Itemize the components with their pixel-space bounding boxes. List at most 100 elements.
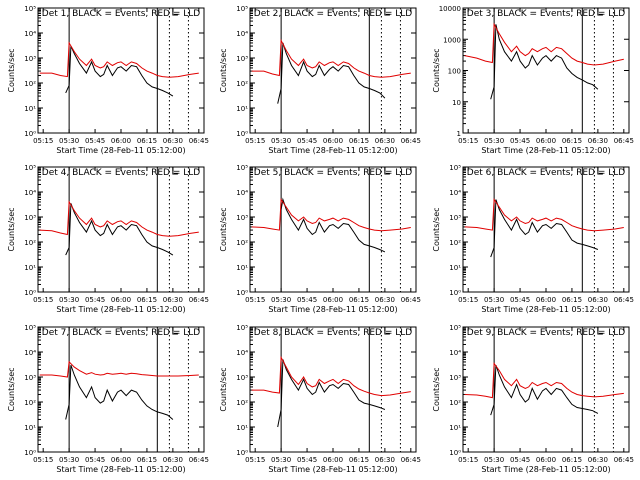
x-tick-label: 06:00: [323, 137, 343, 145]
y-tick-label: 10⁴: [24, 189, 36, 197]
y-tick-label: 1000: [443, 36, 461, 44]
y-axis-label: Counts/sec: [432, 48, 441, 92]
y-axis-label: Counts/sec: [7, 367, 16, 411]
x-tick-label: 05:30: [59, 296, 79, 304]
x-tick-label: 06:45: [614, 137, 634, 145]
y-tick-label: 10⁰: [24, 130, 36, 138]
y-axis-label: Counts/sec: [7, 48, 16, 92]
x-tick-label: 05:15: [458, 137, 478, 145]
y-tick-label: 100: [448, 68, 461, 76]
y-tick-label: 10⁰: [24, 289, 36, 297]
y-tick-label: 10²: [236, 80, 248, 88]
x-tick-label: 05:15: [33, 296, 53, 304]
x-tick-label: 06:00: [536, 137, 556, 145]
panel-title: Det 4, BLACK = Events, RED = LLD: [42, 168, 201, 178]
y-tick-label: 10⁵: [449, 164, 461, 172]
bracket-marker: [597, 167, 603, 175]
panel-title: Det 3, BLACK = Events, RED = LLD: [467, 9, 626, 19]
x-tick-label: 06:45: [614, 296, 634, 304]
x-tick-label: 06:00: [536, 456, 556, 464]
x-tick-label: 06:30: [163, 456, 183, 464]
x-tick-label: 06:15: [137, 137, 157, 145]
panel-title: Det 7, BLACK = Events, RED = LLD: [42, 328, 201, 338]
detector-panel-9: Det 9, BLACK = Events, RED = LLD 05:15 05:…: [432, 324, 634, 474]
x-tick-label: 05:30: [484, 137, 504, 145]
detector-panel-1: Det 1, BLACK = Events, RED = LLD 05:15 05:…: [7, 5, 209, 155]
y-tick-label: 10³: [24, 55, 36, 63]
x-tick-label: 06:30: [588, 296, 608, 304]
x-tick-label: 06:15: [562, 296, 582, 304]
x-tick-label: 06:30: [163, 137, 183, 145]
x-axis-label: Start Time (28-Feb-11 05:12:00): [56, 305, 185, 314]
bracket-marker: [384, 8, 390, 16]
y-tick-label: 10⁵: [236, 164, 248, 172]
detector-panel-6: Det 6, BLACK = Events, RED = LLD 05:15 05:…: [432, 164, 634, 314]
x-tick-label: 06:45: [401, 296, 421, 304]
y-tick-label: 10⁵: [24, 164, 36, 172]
y-tick-label: 10⁵: [236, 324, 248, 332]
x-axis-label: Start Time (28-Feb-11 05:12:00): [56, 146, 185, 155]
series-line-events: [65, 364, 174, 420]
x-tick-label: 05:45: [510, 296, 530, 304]
detector-panel-7: Det 7, BLACK = Events, RED = LLD 05:15 05:…: [7, 324, 209, 474]
y-tick-label: 10⁰: [24, 449, 36, 457]
y-tick-label: 10²: [449, 239, 461, 247]
x-tick-label: 05:15: [245, 137, 265, 145]
series-line-lld: [464, 361, 624, 399]
x-tick-label: 06:15: [562, 137, 582, 145]
series-line-events: [490, 24, 599, 100]
x-tick-label: 05:30: [271, 456, 291, 464]
x-tick-label: 06:15: [562, 456, 582, 464]
y-tick-label: 10³: [236, 55, 248, 63]
bracket-marker: [172, 167, 178, 175]
y-tick-label: 10000: [439, 5, 461, 13]
plot-frame: [462, 326, 630, 453]
x-tick-label: 05:15: [245, 456, 265, 464]
series-line-lld: [251, 198, 411, 232]
y-tick-label: 10³: [449, 374, 461, 382]
x-tick-label: 06:00: [323, 296, 343, 304]
y-tick-label: 10⁵: [449, 324, 461, 332]
y-tick-label: 10²: [24, 80, 36, 88]
plot-frame: [37, 326, 205, 453]
y-tick-label: 10³: [236, 374, 248, 382]
panel-title: Det 9, BLACK = Events, RED = LLD: [467, 328, 626, 338]
x-tick-label: 05:15: [458, 456, 478, 464]
x-tick-label: 06:15: [137, 456, 157, 464]
x-tick-label: 05:30: [484, 296, 504, 304]
panel-title: Det 5, BLACK = Events, RED = LLD: [254, 168, 413, 178]
y-axis-label: Counts/sec: [219, 367, 228, 411]
y-axis-label: Counts/sec: [219, 207, 228, 251]
y-tick-label: 10¹: [449, 424, 461, 432]
x-tick-label: 06:45: [614, 456, 634, 464]
y-tick-label: 10²: [449, 399, 461, 407]
x-tick-label: 06:45: [401, 456, 421, 464]
detector-panel-4: Det 4, BLACK = Events, RED = LLD 05:15 05:…: [7, 164, 209, 314]
series-line-events: [65, 45, 174, 97]
series-line-events: [65, 203, 174, 256]
y-tick-label: 10¹: [449, 264, 461, 272]
bracket-marker: [172, 8, 178, 16]
x-axis-label: Start Time (28-Feb-11 05:12:00): [481, 146, 610, 155]
bracket-marker: [384, 327, 390, 335]
y-tick-label: 10¹: [24, 264, 36, 272]
series-line-events: [280, 197, 386, 253]
x-tick-label: 05:15: [245, 296, 265, 304]
x-tick-label: 05:45: [85, 456, 105, 464]
y-tick-label: 10¹: [236, 424, 248, 432]
series-line-lld: [39, 360, 199, 378]
y-axis-label: Counts/sec: [432, 367, 441, 411]
x-tick-label: 06:30: [588, 456, 608, 464]
plot-frame: [462, 7, 630, 134]
bracket-marker: [384, 167, 390, 175]
y-tick-label: 10²: [24, 399, 36, 407]
y-tick-label: 10³: [236, 214, 248, 222]
y-tick-label: 10²: [24, 239, 36, 247]
x-axis-label: Start Time (28-Feb-11 05:12:00): [268, 146, 397, 155]
y-tick-label: 10⁰: [449, 289, 461, 297]
y-tick-label: 10⁴: [24, 349, 36, 357]
panel-title: Det 6, BLACK = Events, RED = LLD: [467, 168, 626, 178]
series-line-lld: [251, 38, 411, 78]
y-axis-label: Counts/sec: [432, 207, 441, 251]
